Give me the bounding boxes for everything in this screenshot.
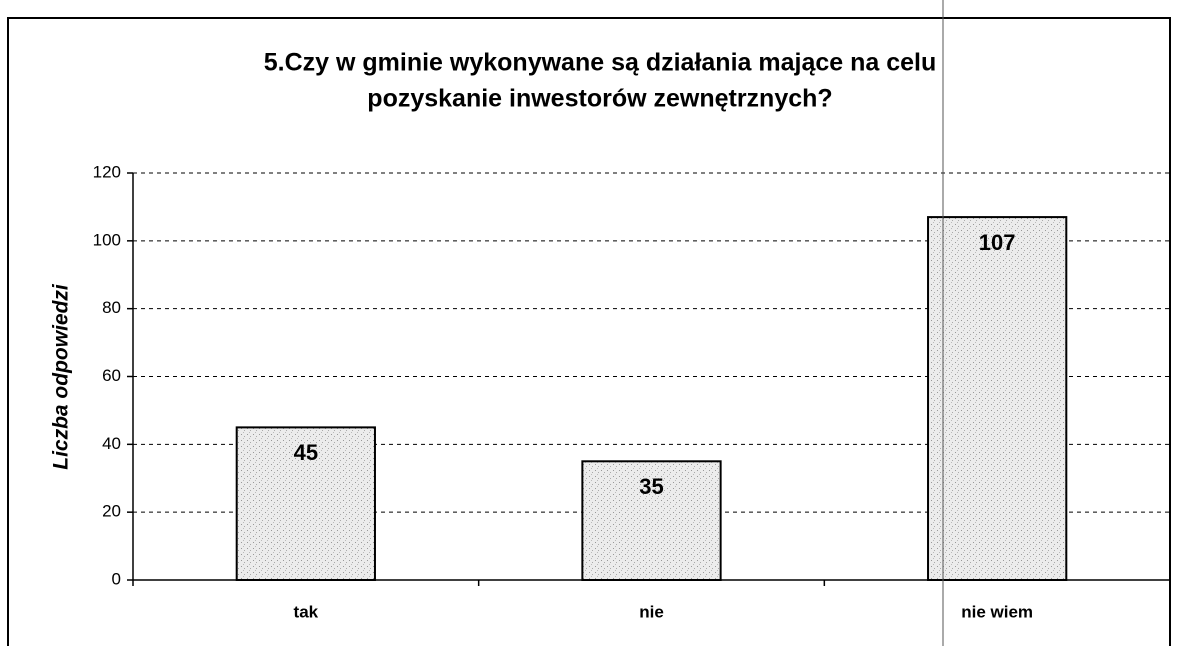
bar: [927, 216, 1068, 581]
y-tick-label: 120: [93, 162, 121, 181]
y-axis-label: Liczba odpowiedzi: [50, 283, 73, 470]
x-tick-label: nie wiem: [961, 602, 1033, 621]
y-tick-label: 40: [102, 434, 121, 453]
chart-title: pozyskanie inwestorów zewnętrznych?: [367, 85, 832, 113]
chart-title: 5.Czy w gminie wykonywane są działania m…: [264, 49, 937, 77]
y-tick-label: 80: [102, 298, 121, 317]
y-tick-label: 0: [112, 569, 121, 588]
y-tick-label: 20: [102, 502, 121, 521]
x-tick-label: tak: [294, 602, 319, 621]
bar: [581, 460, 722, 581]
bar: [235, 426, 376, 581]
data-label: 107: [979, 230, 1016, 255]
x-tick-label: nie: [639, 602, 664, 621]
y-tick-label: 100: [93, 230, 121, 249]
y-tick-label: 60: [102, 366, 121, 385]
data-label: 45: [294, 440, 318, 465]
data-label: 35: [639, 474, 663, 499]
chart-frame: [7, 17, 1171, 646]
